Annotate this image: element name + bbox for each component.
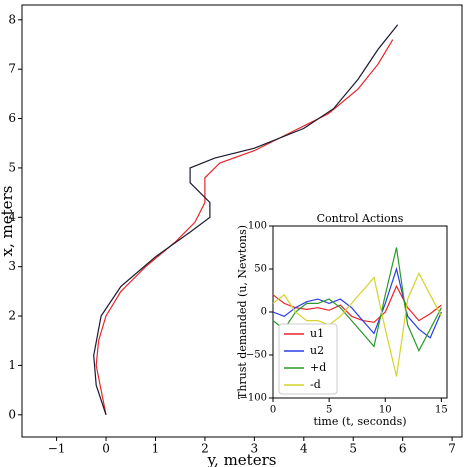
legend-label: u2 — [310, 344, 324, 357]
series-line — [95, 39, 394, 415]
y-tick-label: 50 — [254, 264, 267, 275]
series-line — [93, 24, 399, 415]
legend-box — [278, 323, 338, 395]
chart-title: Control Actions — [317, 212, 404, 225]
y-tick-label: 6 — [8, 111, 16, 125]
y-tick-label: 2 — [8, 309, 16, 323]
x-tick-label: 7 — [448, 442, 456, 456]
x-tick-label: 15 — [435, 405, 448, 416]
series-line — [272, 266, 442, 339]
x-tick-label: 3 — [251, 442, 259, 456]
series-line — [272, 247, 442, 353]
y-tick-label: 5 — [8, 160, 16, 174]
y-axis-label: x, meters — [0, 186, 16, 257]
x-axis-label: y, meters — [207, 451, 277, 467]
y-tick-label: 8 — [8, 12, 16, 26]
x-tick-label: 5 — [349, 442, 357, 456]
x-tick-label: 0 — [270, 405, 276, 416]
series-line — [272, 284, 442, 323]
x-tick-label: 4 — [300, 442, 308, 456]
legend-label: u1 — [310, 327, 324, 340]
legend-label: -d — [310, 378, 321, 391]
y-tick-label: −100 — [240, 393, 267, 404]
y-tick-label: 7 — [8, 62, 16, 76]
y-axis-label: Thrust demanded (u, Newtons) — [236, 225, 249, 399]
x-tick-label: 10 — [379, 405, 392, 416]
y-tick-label: 0 — [8, 407, 16, 421]
x-tick-label: 2 — [201, 442, 209, 456]
legend-label: +d — [310, 361, 326, 374]
y-tick-label: 0 — [261, 307, 267, 318]
x-axis-label: time (t, seconds) — [313, 415, 406, 428]
y-tick-label: 1 — [8, 358, 16, 372]
x-tick-label: 1 — [152, 442, 160, 456]
y-tick-label: 4 — [8, 210, 16, 224]
y-tick-label: −50 — [246, 350, 267, 361]
x-tick-label: 5 — [326, 405, 332, 416]
series-line — [272, 271, 442, 377]
x-tick-label: 0 — [102, 442, 110, 456]
x-tick-label: 6 — [399, 442, 407, 456]
y-tick-label: 100 — [248, 221, 267, 232]
y-tick-label: 3 — [8, 259, 16, 273]
x-tick-label: −1 — [48, 442, 66, 456]
